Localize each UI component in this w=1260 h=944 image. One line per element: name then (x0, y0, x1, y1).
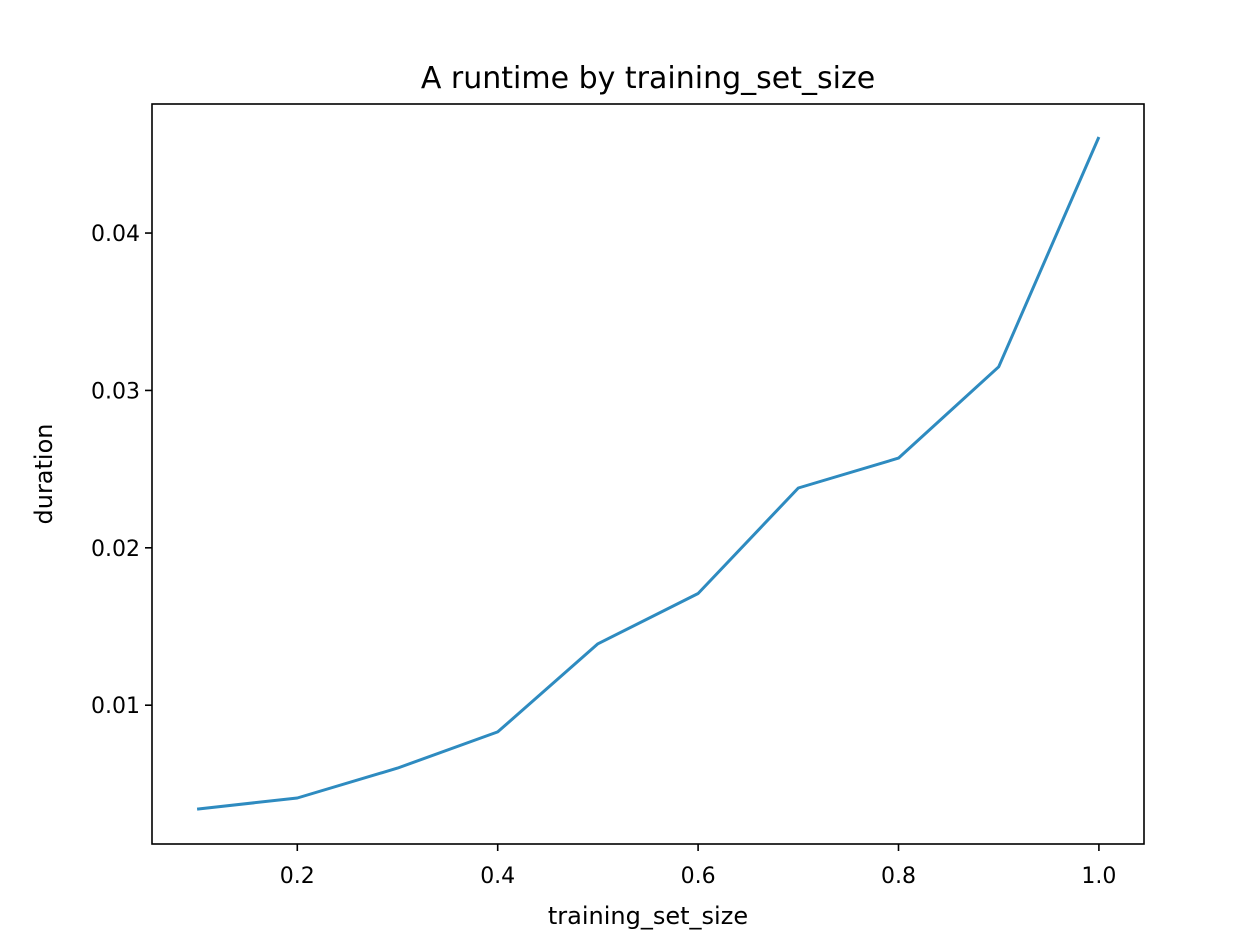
y-axis-label: duration (30, 424, 58, 525)
x-tick-label: 0.6 (681, 864, 716, 889)
y-tick-label: 0.01 (91, 694, 140, 719)
series-line-duration (196, 136, 1101, 811)
plot-area-frame (151, 103, 1145, 845)
x-tick-label: 0.2 (280, 864, 315, 889)
x-tick-label: 1.0 (1081, 864, 1116, 889)
chart-title: A runtime by training_set_size (421, 61, 875, 96)
x-axis-ticks: 0.2 0.4 0.6 0.8 1.0 (280, 844, 1116, 889)
y-tick-label: 0.04 (91, 222, 140, 247)
plot-series (196, 136, 1101, 811)
x-tick-label: 0.8 (881, 864, 916, 889)
y-tick-label: 0.03 (91, 379, 140, 404)
y-tick-label: 0.02 (91, 537, 140, 562)
y-axis-ticks: 0.01 0.02 0.03 0.04 (91, 222, 152, 719)
x-tick-label: 0.4 (480, 864, 515, 889)
x-axis-label: training_set_size (548, 902, 748, 930)
